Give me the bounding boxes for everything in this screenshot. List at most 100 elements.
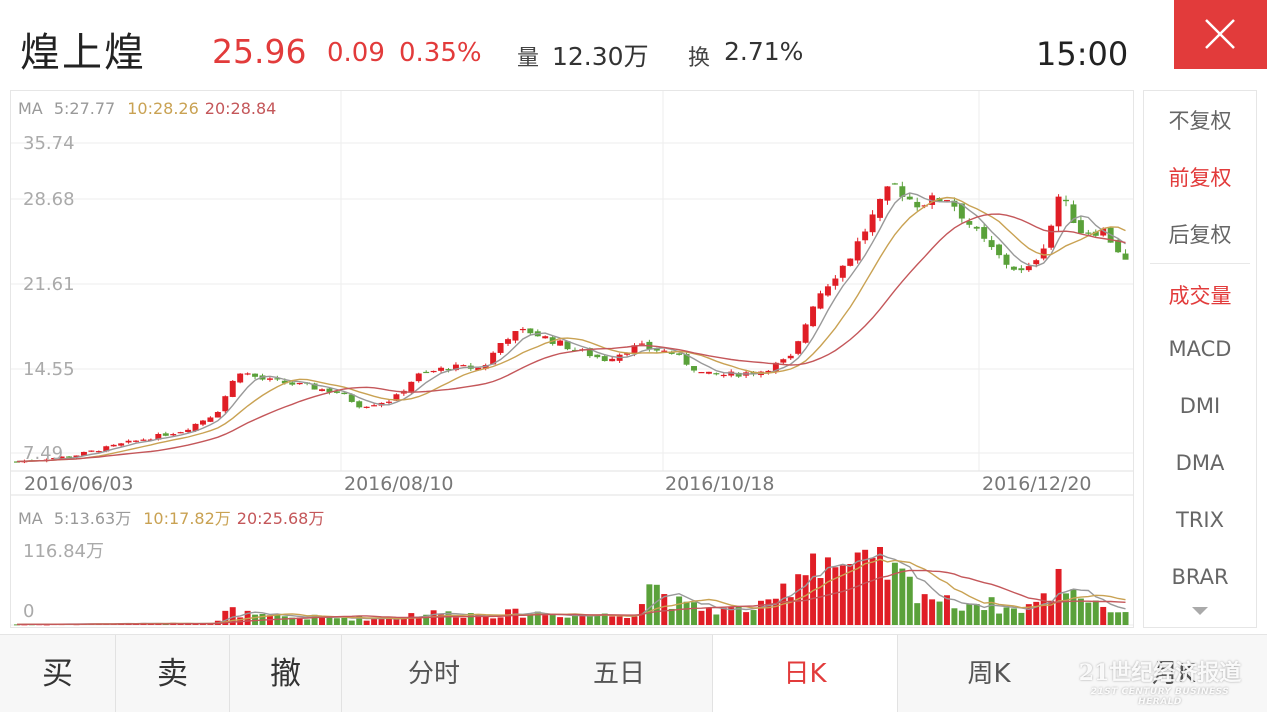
- candle-body: [906, 196, 913, 200]
- volume-bar: [653, 584, 660, 625]
- kline-chart[interactable]: MA 5:27.77 10:28.26 20:28.84 35.74 28.68 2…: [10, 90, 1134, 628]
- volume-bar: [423, 614, 430, 625]
- sell-button[interactable]: 卖: [116, 635, 230, 712]
- volume-bar: [333, 618, 340, 625]
- volume-bar: [735, 605, 742, 625]
- candle-body: [973, 226, 980, 229]
- tab-monthly-k[interactable]: 月K: [1151, 659, 1196, 689]
- buy-button[interactable]: 买: [0, 635, 116, 712]
- candle-body: [140, 439, 147, 441]
- candle-body: [177, 432, 184, 434]
- price-ma20-line: [16, 213, 1126, 463]
- candle-body: [653, 347, 660, 351]
- chevron-down-icon[interactable]: [1192, 607, 1208, 615]
- candle-body: [1025, 266, 1032, 271]
- volume-bar: [1063, 593, 1069, 625]
- rp-item-dma[interactable]: DMA: [1175, 451, 1225, 475]
- volume-bar: [378, 618, 385, 625]
- candle-body: [438, 367, 445, 371]
- volume-bar: [1003, 607, 1010, 625]
- rp-item-no-adjust[interactable]: 不复权: [1168, 109, 1232, 133]
- candle-body: [668, 352, 675, 354]
- candle-body: [609, 358, 616, 362]
- rp-item-forward-adjust[interactable]: 前复权: [1168, 166, 1232, 190]
- volume-bar: [1115, 612, 1122, 625]
- candle-body: [1063, 199, 1069, 202]
- rp-item-brar[interactable]: BRAR: [1171, 565, 1229, 589]
- cancel-order-button[interactable]: 撤: [230, 635, 342, 712]
- volume-bar: [274, 615, 281, 625]
- candle-body: [1115, 239, 1122, 253]
- tab-weekly-k[interactable]: 周K: [967, 659, 1011, 689]
- candle-body: [929, 195, 936, 205]
- close-button[interactable]: [1174, 0, 1267, 69]
- stock-name: 煌上煌: [20, 30, 146, 76]
- candle-body: [1033, 260, 1040, 265]
- candle-body: [988, 240, 995, 248]
- candle-body: [393, 394, 400, 401]
- stock-header: 煌上煌 25.96 0.09 0.35% 量 12.30万 换 2.71% 15…: [0, 0, 1267, 90]
- rp-item-backward-adjust[interactable]: 后复权: [1168, 223, 1232, 247]
- candle-body: [839, 265, 846, 278]
- candle-body: [869, 214, 876, 233]
- volume-bar: [549, 613, 556, 625]
- volume-bar: [936, 601, 943, 625]
- candle-body: [683, 354, 690, 365]
- candle-body: [795, 341, 802, 354]
- ma-prefix: MA 5:27.77: [18, 99, 116, 118]
- volume-bar: [676, 596, 683, 625]
- candle-body: [1048, 225, 1055, 248]
- candle-body: [326, 388, 333, 393]
- rp-item-trix[interactable]: TRIX: [1176, 508, 1224, 532]
- volume-bar: [1033, 601, 1040, 625]
- volume-bar: [1010, 608, 1017, 625]
- volume-bar: [497, 617, 504, 625]
- candle-body: [594, 354, 601, 358]
- volume-bar: [743, 612, 750, 625]
- candle-body: [252, 373, 259, 377]
- volume-bar: [319, 616, 325, 625]
- candle-body: [802, 324, 809, 343]
- candle-body: [348, 394, 355, 402]
- volume-bar: [572, 614, 578, 625]
- volume-bar: [929, 599, 936, 625]
- volume-bar: [356, 615, 363, 625]
- rp-item-dmi[interactable]: DMI: [1179, 394, 1221, 418]
- volume-bar: [542, 615, 549, 625]
- tab-daily-k[interactable]: 日K: [712, 635, 898, 712]
- rp-item-volume[interactable]: 成交量: [1168, 284, 1232, 308]
- indicator-panel: 不复权 前复权 后复权 成交量 MACD DMI DMA TRIX BRAR: [1143, 90, 1257, 628]
- volume-bar: [579, 614, 586, 625]
- price-ma5-line: [16, 192, 1126, 463]
- candle-body: [765, 370, 772, 373]
- volume-bar: [988, 597, 995, 625]
- ma20-value: 20:28.84: [204, 99, 277, 118]
- volume-bar: [14, 624, 20, 626]
- ma10-value: 10:28.26: [127, 99, 199, 118]
- date-axis-label: 2016/06/03: [24, 473, 134, 495]
- candle-body: [1100, 228, 1107, 236]
- price-change-percent: 0.35%: [399, 38, 482, 68]
- vol-ma20-value: 20:25.68万: [236, 509, 325, 528]
- tab-intraday[interactable]: 分时: [407, 659, 460, 689]
- candle-body: [542, 336, 549, 339]
- candle-body: [80, 451, 87, 456]
- volume-bar: [467, 613, 474, 625]
- candle-body: [341, 392, 348, 395]
- candle-body: [185, 429, 192, 433]
- candle-body: [735, 372, 742, 377]
- volume-bar: [371, 617, 378, 625]
- volume-bar: [877, 547, 883, 625]
- volume-bar: [289, 617, 296, 625]
- volume-bar: [884, 579, 891, 625]
- volume-bar: [505, 609, 511, 625]
- candle-body: [564, 341, 571, 350]
- candle-body: [356, 401, 363, 408]
- rp-item-macd[interactable]: MACD: [1168, 337, 1232, 361]
- candle-body: [408, 381, 415, 392]
- volume-bar: [229, 607, 236, 625]
- rp-divider: [1150, 263, 1250, 264]
- tab-five-day[interactable]: 五日: [592, 659, 645, 689]
- candle-body: [445, 369, 452, 371]
- volume-bar: [363, 620, 370, 625]
